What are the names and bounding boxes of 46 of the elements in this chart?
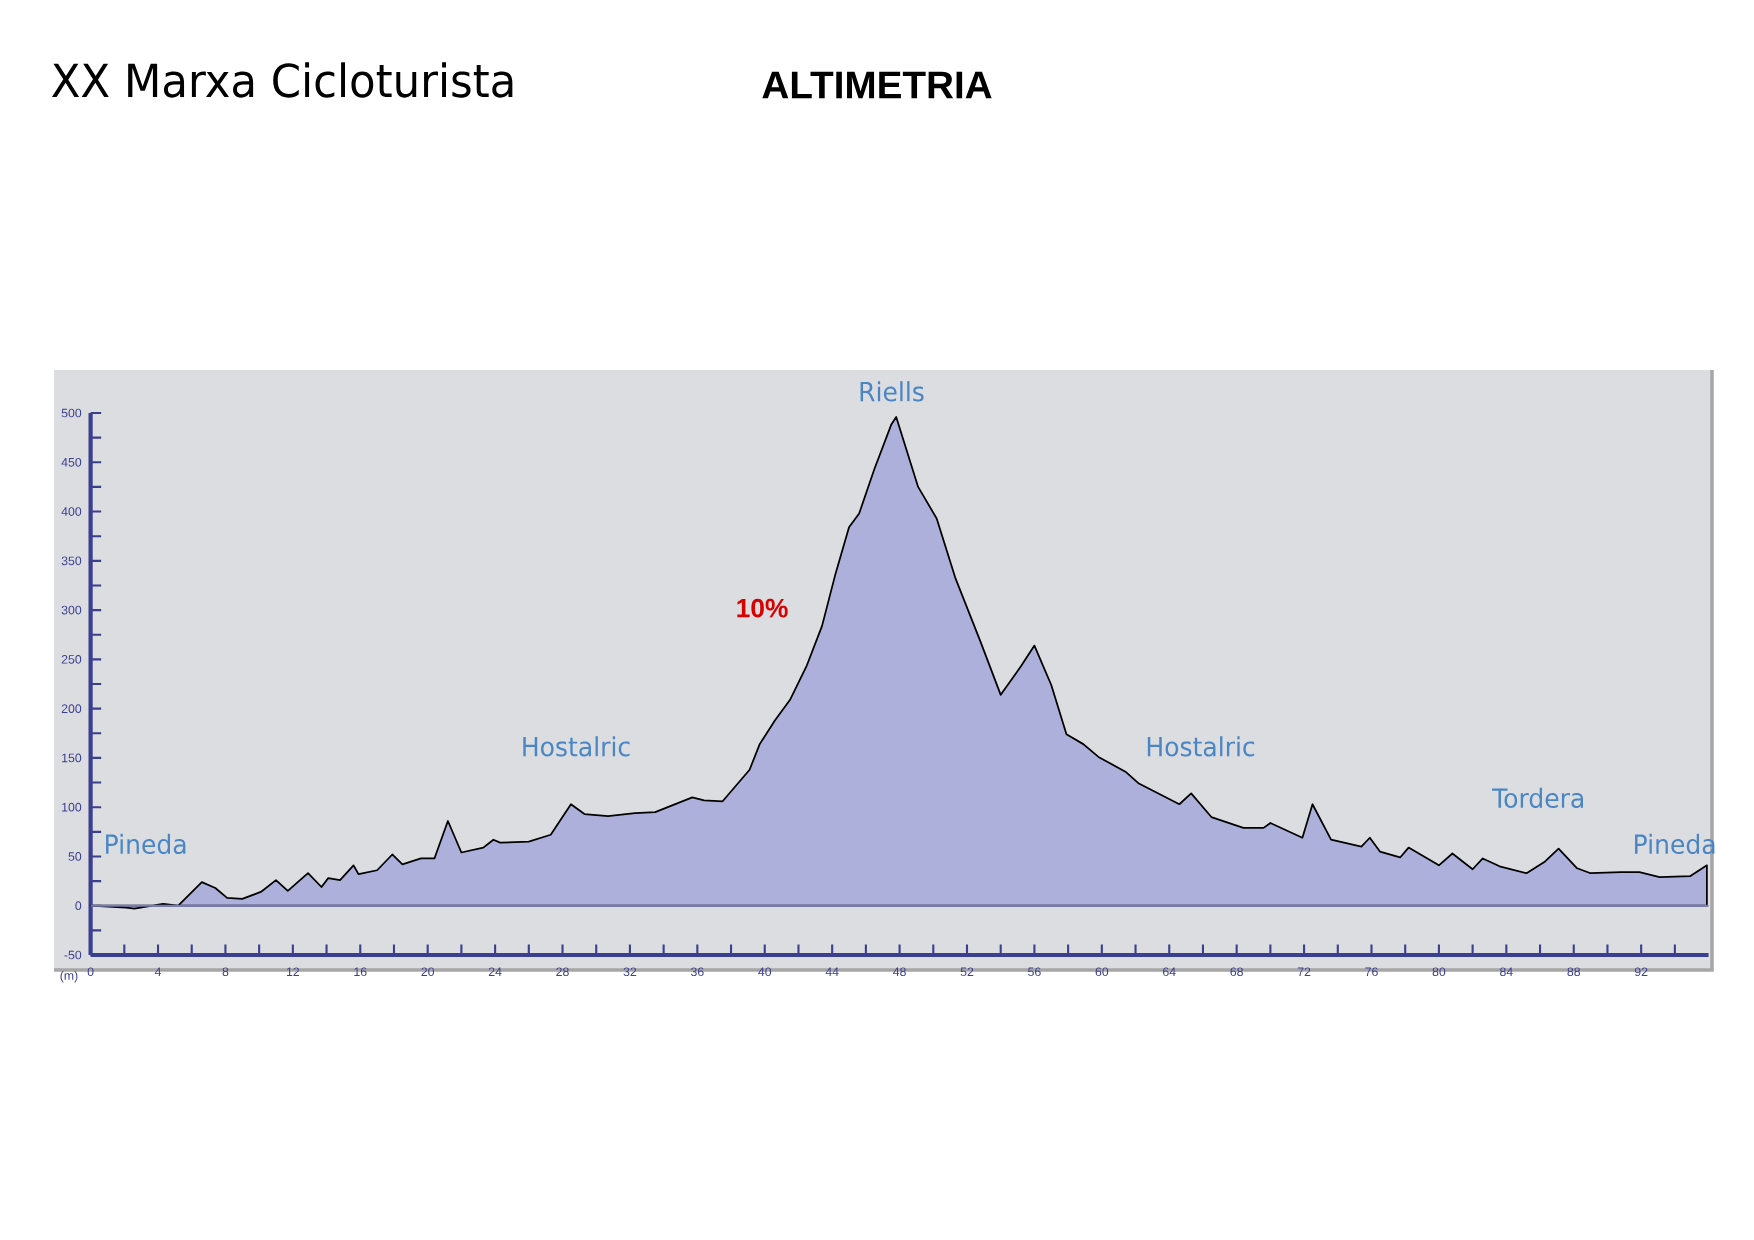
chart-title: XX Marxa Cicloturista [51,62,513,98]
annotation: Pineda [106,833,186,855]
x-tick-label: 12 [286,967,300,977]
x-tick-label: 16 [354,967,367,977]
x-tick-label: 48 [893,967,906,977]
y-tick-label: 450 [61,457,82,467]
x-tick-label: 0 [87,967,94,977]
y-tick-label: 300 [61,605,82,615]
x-tick-label: 36 [690,967,704,977]
y-tick-label: 350 [61,556,82,566]
y-tick-label: 50 [68,852,82,861]
x-tick-label: 56 [1028,967,1041,977]
x-tick-label: 44 [825,967,839,976]
y-tick-label: -50 [64,950,82,960]
annotation: 10% [737,598,788,618]
chart-subtitle: ALTIMETRIA [762,71,992,99]
x-tick-label: 52 [960,967,974,977]
x-tick-label: 24 [488,967,502,977]
y-tick-label: 250 [61,655,82,664]
annotation: Hostalric [523,736,630,757]
annotation: Tordera [1492,787,1584,809]
y-tick-label: 0 [75,901,82,911]
x-tick-label: 20 [421,967,435,977]
x-tick-label: 32 [623,967,637,977]
y-tick-label: 200 [61,704,82,713]
annotation: Pineda [1635,833,1715,855]
x-tick-label: 40 [758,967,772,977]
x-tick-label: 4 [154,967,162,976]
annotation: Hostalric [1147,736,1255,757]
x-tick-label: 76 [1365,967,1378,977]
y-tick-label: 150 [62,753,82,763]
x-tick-label: 80 [1432,967,1446,977]
x-tick-label: 92 [1634,967,1648,977]
x-tick-label: 72 [1297,967,1311,977]
x-tick-label: 84 [1500,967,1513,977]
x-tick-label: 88 [1567,967,1581,977]
x-tick-label: 64 [1163,967,1176,977]
text: Riells [860,381,924,402]
y-axis-title: (m) [60,970,78,983]
y-tick-label: 500 [61,408,82,418]
x-tick-label: 28 [556,967,569,977]
x-tick-label: 60 [1095,967,1109,977]
x-tick-label: 68 [1230,967,1243,977]
x-tick-label: 8 [222,967,229,977]
y-tick-label: 400 [61,507,82,516]
y-tick-label: 100 [62,802,82,812]
